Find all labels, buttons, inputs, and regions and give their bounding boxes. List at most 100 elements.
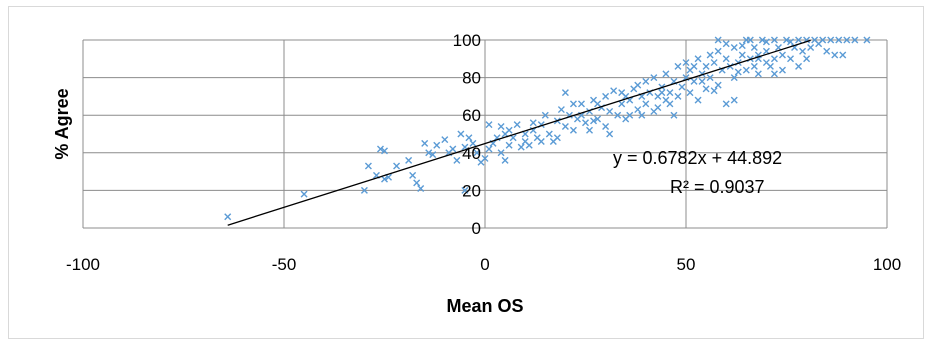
data-point <box>545 130 553 138</box>
y-tick-label: 100 <box>453 31 481 50</box>
data-point <box>541 111 549 119</box>
data-point <box>795 62 803 70</box>
data-point <box>481 154 489 162</box>
data-point <box>618 100 626 108</box>
data-point <box>634 81 642 89</box>
data-point <box>590 117 598 125</box>
data-point <box>376 145 384 153</box>
y-tick-label: 40 <box>462 144 481 163</box>
data-point <box>642 100 650 108</box>
data-point <box>863 36 871 44</box>
data-point <box>674 62 682 70</box>
data-point <box>449 145 457 153</box>
data-point <box>501 156 509 164</box>
data-point <box>485 145 493 153</box>
data-point <box>694 96 702 104</box>
data-point <box>650 74 658 82</box>
data-point <box>770 55 778 63</box>
data-point <box>678 83 686 91</box>
data-point <box>839 51 847 59</box>
data-point <box>425 149 433 157</box>
data-point <box>758 36 766 44</box>
data-point <box>634 106 642 114</box>
data-point <box>738 51 746 59</box>
data-point <box>702 85 710 93</box>
x-tick-label: -100 <box>66 255 100 274</box>
data-point <box>690 77 698 85</box>
data-point <box>465 134 473 142</box>
data-point <box>787 38 795 46</box>
y-tick-label: 20 <box>462 181 481 200</box>
data-point <box>706 51 714 59</box>
data-point <box>505 141 513 149</box>
data-point <box>722 55 730 63</box>
x-tick-label: 100 <box>873 255 901 274</box>
data-point <box>843 36 851 44</box>
data-point <box>461 186 469 194</box>
data-point <box>690 62 698 70</box>
data-point <box>606 130 614 138</box>
data-point <box>513 121 521 129</box>
data-point <box>393 162 401 170</box>
data-point <box>364 162 372 170</box>
data-point <box>360 186 368 194</box>
data-point <box>413 179 421 187</box>
data-point <box>638 111 646 119</box>
data-point <box>666 89 674 97</box>
data-point <box>505 126 513 134</box>
data-point <box>405 156 413 164</box>
data-point <box>770 70 778 78</box>
data-point <box>642 77 650 85</box>
data-point <box>670 111 678 119</box>
data-point <box>827 36 835 44</box>
data-point <box>594 115 602 123</box>
data-point <box>409 171 417 179</box>
trendline-equation: y = 0.6782x + 44.892 <box>613 148 782 168</box>
data-point <box>300 190 308 198</box>
data-point <box>778 51 786 59</box>
data-point <box>730 74 738 82</box>
data-point <box>706 74 714 82</box>
x-tick-label: 0 <box>480 255 489 274</box>
data-point <box>783 36 790 44</box>
x-axis-title: Mean OS <box>446 296 523 316</box>
data-point <box>594 100 602 108</box>
data-point <box>754 70 762 78</box>
data-point <box>799 47 807 55</box>
data-point <box>582 119 589 127</box>
data-point <box>803 55 811 63</box>
data-point <box>577 100 585 108</box>
data-point <box>710 87 718 95</box>
x-tick-label: -50 <box>272 255 297 274</box>
data-point <box>722 40 730 48</box>
data-point <box>698 77 706 85</box>
data-point <box>224 213 232 221</box>
data-point <box>750 62 758 70</box>
data-point <box>433 141 441 149</box>
data-point <box>485 121 493 129</box>
data-point <box>517 143 525 151</box>
data-point <box>694 55 702 63</box>
data-point <box>819 36 827 44</box>
data-point <box>662 70 670 78</box>
data-point <box>714 47 722 55</box>
data-point <box>557 106 565 114</box>
data-point <box>686 89 694 97</box>
r-squared-label: R² = 0.9037 <box>670 177 765 197</box>
data-point <box>381 175 388 183</box>
data-point <box>658 89 666 97</box>
data-point <box>561 122 569 130</box>
data-point <box>626 111 634 119</box>
data-point <box>553 134 561 142</box>
data-point <box>529 119 537 127</box>
data-point <box>417 185 425 193</box>
data-point <box>738 42 746 50</box>
data-point <box>457 130 465 138</box>
data-point <box>702 62 710 70</box>
trendline <box>227 39 811 226</box>
data-point <box>453 156 461 164</box>
data-point <box>835 36 843 44</box>
x-tick-label: 50 <box>677 255 696 274</box>
data-point <box>714 81 722 89</box>
